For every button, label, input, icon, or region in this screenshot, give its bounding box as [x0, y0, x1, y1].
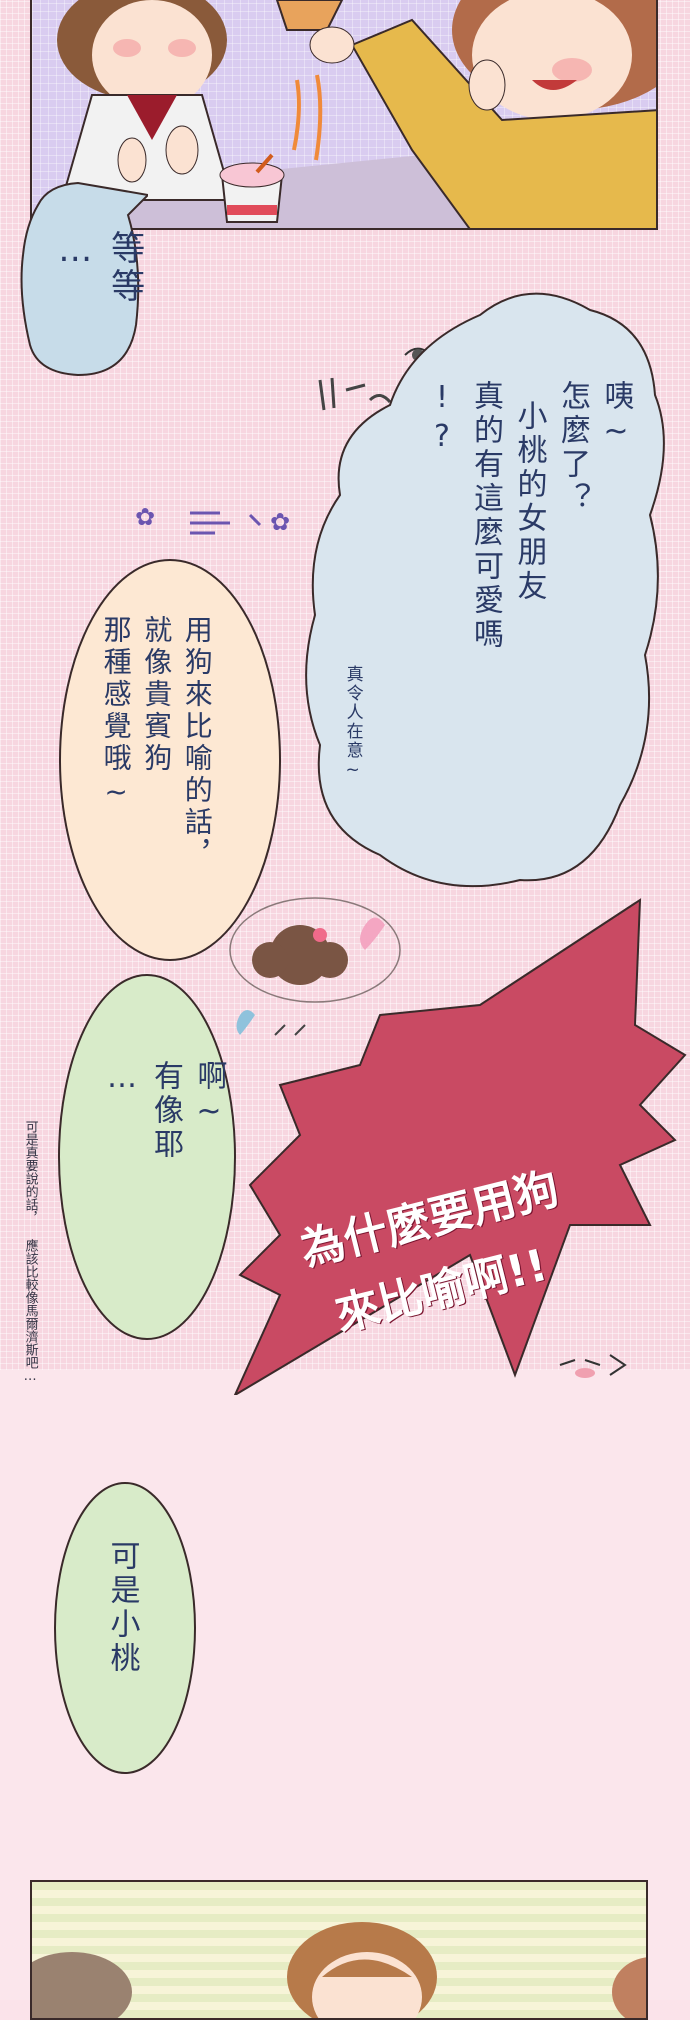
manga-panel-bottom [30, 1880, 648, 2020]
manga-panel-top [30, 0, 658, 230]
bubble-shape-blue [20, 181, 151, 377]
aside-note: 可是真要說的話， 應該比較像馬爾濟斯吧… [22, 1120, 38, 1384]
question-text: 咦~ 怎麼了？ 小桃的女朋友 真的有這麼可愛嗎 !? [424, 380, 634, 652]
panel-top-illustration [57, 0, 656, 228]
speech-bubble-wait: 等等… [8, 175, 151, 385]
dog-compare-text: 用狗來比喻的話， 就像貴賓狗 那種感覺哦~ [99, 615, 214, 871]
bubble-shape-peach [59, 559, 281, 961]
bubble-shape-green-2 [54, 1482, 196, 1774]
bubble-shape-green [58, 974, 236, 1340]
bubble-shape-cloud [305, 292, 665, 888]
svg-text:✿: ✿ [270, 508, 290, 536]
thought-bubble-question: 咦~ 怎麼了？ 小桃的女朋友 真的有這麼可愛嗎 !? 真令人在意~ [300, 285, 675, 910]
question-aside: 真令人在意~ [342, 665, 363, 782]
panel-bottom-illustration [32, 1922, 646, 2018]
angry-face-doodle [559, 1354, 627, 1378]
speech-bubble-but: 可是小桃 [50, 1478, 200, 1778]
doodle-flowers-icon: ✿ ✿ [135, 503, 290, 536]
but-text: 可是小桃 [104, 1540, 140, 1676]
agree-text: 啊~ 有像耶 … [104, 1060, 227, 1162]
poodle-thought-doodle [229, 897, 401, 1036]
shout-bubble: 為什麼要用狗 來比喻啊!! [220, 895, 690, 1398]
speech-bubble-dog-compare: 用狗來比喻的話， 就像貴賓狗 那種感覺哦~ [55, 555, 285, 965]
bubble-shape-spiky-red [232, 898, 687, 1398]
wait-text: 等等… [55, 230, 145, 306]
speech-bubble-agree: 啊~ 有像耶 … [55, 970, 240, 1345]
svg-text:✿: ✿ [135, 503, 155, 531]
